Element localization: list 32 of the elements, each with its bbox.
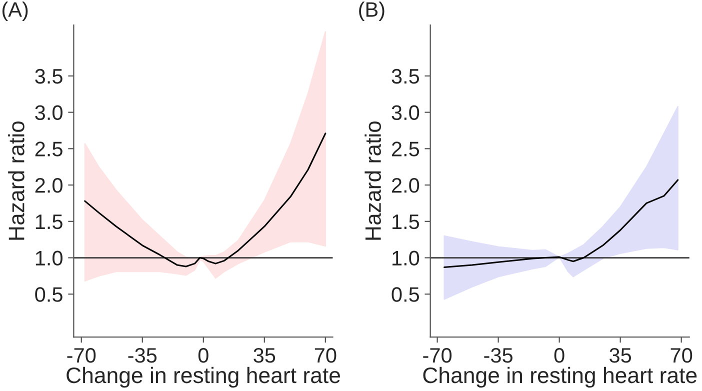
line-series (84, 132, 326, 268)
line-series (444, 179, 679, 268)
y-tick-label: 3.5 (392, 68, 420, 84)
x-tick-label: -35 (128, 348, 157, 363)
x-tick-label: 35 (254, 348, 276, 363)
y-tick-label: 3.0 (35, 105, 62, 120)
x-tick-label: -35 (484, 348, 512, 363)
x-tick-label: 70 (670, 348, 692, 363)
x-axis-title: Change in resting heart rate (66, 366, 340, 388)
x-tick-label: 35 (610, 348, 632, 363)
y-tick-label: 3.0 (392, 105, 420, 120)
y-tick-label: 2.0 (35, 178, 62, 193)
chart-title: (A) (2, 2, 28, 22)
x-tick-label: 0 (198, 348, 208, 363)
y-tick-label: 2.5 (392, 142, 420, 156)
y-tick-label: 2.5 (35, 142, 62, 156)
x-tick-label: -70 (423, 348, 452, 363)
y-axis-title: Hazard ratio (364, 121, 382, 240)
y-tick-label: 0.5 (35, 287, 62, 302)
y-tick-label: 2.0 (392, 178, 420, 193)
y-axis-title: Hazard ratio (8, 121, 24, 240)
x-tick-label: 0 (554, 348, 564, 363)
y-tick-label: 1.0 (392, 250, 420, 266)
y-tick-label: 1.5 (36, 214, 62, 230)
chart-title: (B) (359, 2, 384, 22)
y-tick-label: 3.5 (35, 68, 62, 84)
y-tick-label: 0.5 (392, 287, 420, 302)
x-axis-title: Change in resting heart rate (423, 366, 697, 388)
x-tick-label: -70 (67, 348, 96, 363)
y-tick-label: 1.5 (392, 214, 420, 230)
x-tick-label: 70 (314, 348, 336, 363)
y-tick-label: 1.0 (36, 250, 62, 266)
